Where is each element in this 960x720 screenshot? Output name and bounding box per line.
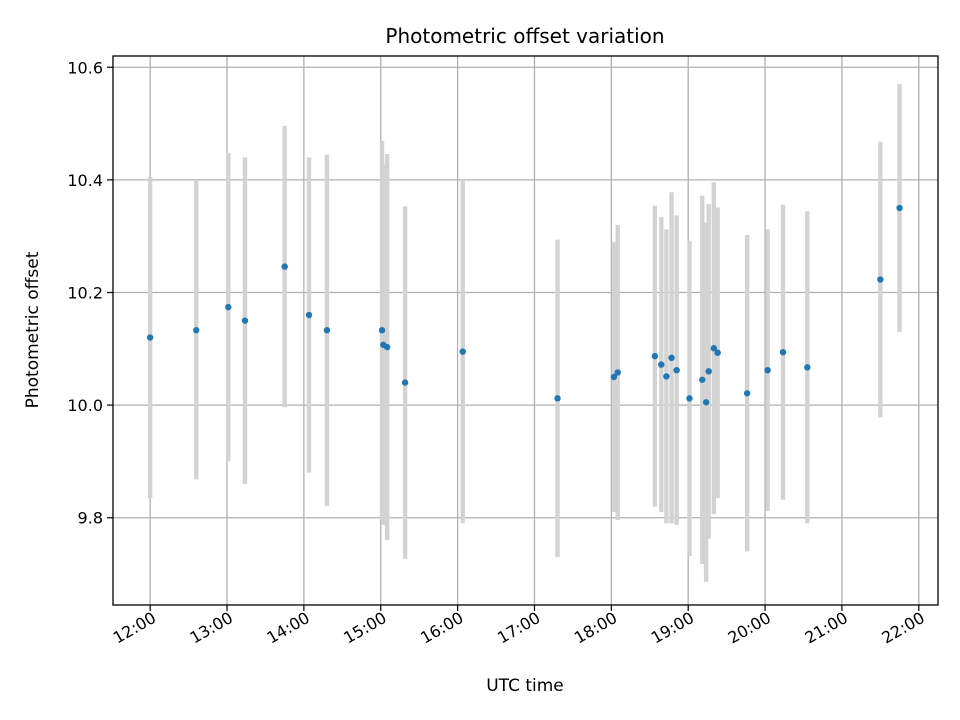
- data-point: [710, 345, 718, 352]
- x-axis-title: UTC time: [486, 676, 564, 696]
- data-point: [459, 348, 466, 355]
- data-point: [305, 311, 313, 319]
- data-point: [743, 390, 751, 397]
- data-point: [378, 327, 386, 334]
- data-point: [281, 263, 288, 270]
- chart-title: Photometric offset variation: [385, 24, 664, 48]
- data-point: [702, 399, 710, 406]
- data-point: [673, 366, 680, 374]
- data-point: [663, 373, 670, 380]
- grid: [113, 56, 938, 605]
- data-points: [146, 204, 903, 406]
- y-axis-title: Photometric offset: [23, 251, 43, 408]
- y-tick-label: 10.4: [67, 171, 103, 190]
- data-point: [668, 354, 675, 362]
- data-point: [705, 368, 712, 375]
- data-point: [193, 327, 200, 334]
- data-point: [686, 395, 693, 402]
- data-point: [401, 379, 409, 386]
- data-point: [241, 317, 249, 324]
- data-point: [804, 364, 811, 371]
- data-point: [764, 366, 771, 374]
- data-point: [554, 395, 561, 402]
- data-point: [383, 343, 391, 351]
- data-point: [779, 348, 787, 356]
- y-tick-label: 10.0: [67, 396, 103, 415]
- data-point: [714, 349, 721, 356]
- data-point: [651, 352, 659, 360]
- data-point: [610, 373, 618, 381]
- data-point: [896, 204, 903, 212]
- data-point: [614, 369, 621, 376]
- data-point: [225, 303, 232, 311]
- data-point: [699, 376, 706, 383]
- data-point: [323, 327, 331, 334]
- y-tick-label: 10.2: [67, 283, 103, 302]
- y-tick-label: 9.8: [78, 509, 103, 528]
- data-point: [146, 334, 154, 341]
- plot-area: [113, 56, 938, 605]
- y-tick-label: 10.6: [67, 58, 103, 77]
- y-axis: 9.8 10.0 10.2 10.4 10.6: [67, 58, 113, 528]
- data-point: [877, 276, 884, 283]
- plot-frame: [112, 55, 939, 606]
- data-point: [658, 361, 665, 368]
